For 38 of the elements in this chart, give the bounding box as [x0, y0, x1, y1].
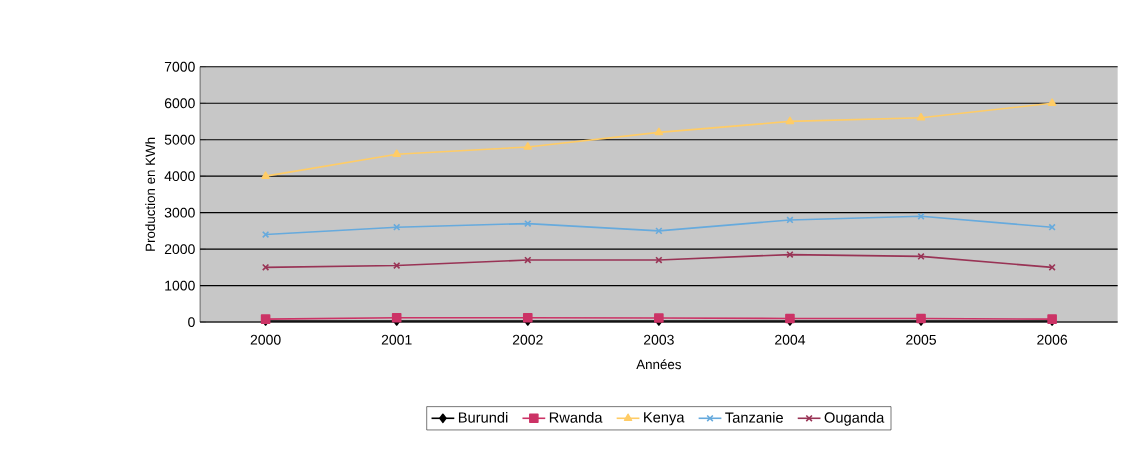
legend-label: Burundi [458, 411, 508, 423]
point [654, 127, 664, 136]
point [655, 227, 663, 235]
x-tick-label: 2006 [1037, 334, 1068, 345]
point [1048, 223, 1056, 231]
point [522, 312, 533, 323]
point [1047, 98, 1057, 106]
point [916, 112, 926, 121]
point [261, 263, 270, 271]
point [393, 223, 401, 231]
y-tick-label: 4000 [164, 171, 195, 182]
legend-label: Kenya [644, 412, 685, 426]
x-tick-label: 2004 [775, 334, 806, 345]
y-tick-label: 0 [188, 317, 195, 327]
x-tick-label: 2005 [906, 334, 937, 345]
y-tick-label: 6000 [164, 98, 195, 109]
legend-label: Tanzanie [725, 411, 783, 423]
y-tick-label: 5000 [164, 134, 195, 145]
y-tick-label: 7000 [164, 61, 195, 72]
x-axis-title: Années [636, 359, 681, 370]
point [523, 142, 533, 150]
point [261, 230, 270, 239]
point [261, 171, 270, 179]
y-axis-title: Production en KWh [145, 137, 156, 251]
point [786, 216, 794, 224]
x-tick-label: 2003 [644, 334, 674, 345]
point [392, 149, 401, 157]
point [391, 312, 402, 323]
y-tick-label: 2000 [164, 244, 195, 255]
point [655, 256, 663, 264]
legend-label: Ouganda [824, 411, 885, 426]
x-tick-label: 2001 [381, 334, 412, 345]
legend-label: Rwanda [549, 411, 603, 423]
y-tick-label: 1000 [165, 280, 195, 291]
point [785, 116, 795, 125]
x-tick-label: 2002 [512, 334, 543, 345]
x-tick-label: 2000 [250, 334, 281, 345]
y-tick-label: 3000 [164, 207, 195, 218]
